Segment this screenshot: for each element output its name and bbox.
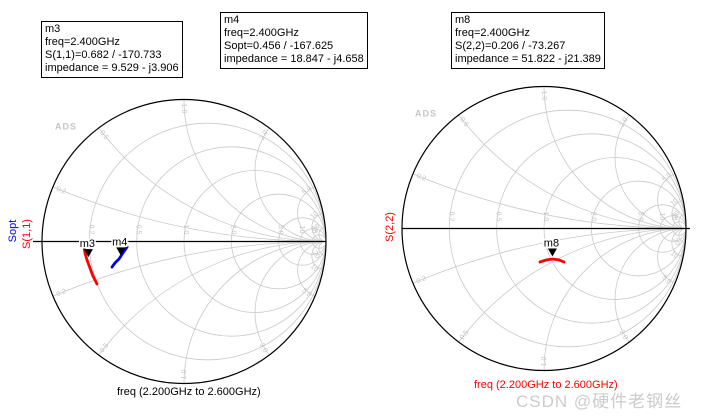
grid-label-res: 0.5	[495, 212, 502, 222]
grid-label-react: 0.2	[416, 275, 428, 285]
grid-label-res: 0.2	[87, 225, 94, 235]
grid-label-react: 10	[309, 263, 320, 274]
trace-sopt	[110, 245, 129, 269]
marker-label: m4	[112, 236, 127, 248]
marker-freq: freq=2.400GHz	[224, 27, 299, 39]
grid-label-res: 5.0	[277, 225, 284, 235]
marker-readout-box-m3[interactable]: m3 freq=2.400GHz S(1,1)=0.682 / -170.733…	[41, 21, 183, 78]
smith-grid-labels: 0.2 0.2 0.2 0.5 0.5 0.5 1.0 1.0 1.0 2.0 2.0 2.0 5.0 5…	[415, 90, 682, 366]
marker-name: m4	[224, 14, 240, 26]
grid-label-react: 0.5	[98, 129, 110, 141]
marker-name: m3	[45, 23, 61, 35]
marker-readout-box-m4[interactable]: m4 freq=2.400GHz Sopt=0.456 / -167.625 i…	[220, 12, 368, 69]
grid-label-res: 2.0	[229, 225, 236, 235]
grid-label-react: 0.2	[56, 288, 68, 298]
grid-label-react: 0.5	[458, 116, 470, 128]
grid-label-react: 5.0	[660, 274, 672, 286]
grid-label-react: 1.0	[541, 356, 549, 366]
trace-s11	[82, 245, 99, 286]
trace-s22	[538, 257, 566, 264]
marker-label: m8	[544, 238, 559, 250]
grid-label-react: 2.0	[259, 129, 270, 141]
marker-m8[interactable]: m8	[542, 236, 561, 257]
grid-label-res: 0.5	[135, 225, 142, 235]
grid-label-res: 10	[658, 213, 665, 221]
marker-freq: freq=2.400GHz	[45, 36, 120, 48]
grid-label-react: 10	[669, 197, 680, 208]
grid-label-react: 2.0	[258, 342, 269, 354]
grid-label-res: 1.0	[182, 225, 189, 235]
ads-watermark: ADS	[415, 109, 437, 119]
marker-impedance: impedance = 9.529 - j3.906	[45, 62, 179, 74]
grid-label-res: 20	[670, 213, 677, 221]
grid-label-react: 2.0	[619, 116, 630, 128]
marker-triangle-icon	[83, 249, 93, 258]
grid-label-react: 20	[311, 250, 321, 260]
grid-label-react: 1.0	[540, 90, 548, 100]
grid-label-react: 5.0	[301, 185, 313, 197]
yaxis-label-s11: S(1,1)	[21, 219, 33, 249]
marker-name: m8	[455, 14, 471, 26]
marker-triangle-icon	[116, 247, 126, 256]
marker-freq: freq=2.400GHz	[455, 27, 530, 39]
marker-triangle-icon	[547, 248, 557, 257]
grid-label-react: 10	[309, 210, 320, 221]
grid-label-res: 5.0	[637, 212, 644, 222]
grid-label-react: 20	[672, 210, 682, 220]
marker-m4[interactable]: m4	[111, 235, 129, 256]
grid-label-react: 0.5	[459, 329, 471, 341]
grid-label-react: 20	[671, 237, 681, 247]
grid-label-react: 5.0	[661, 172, 673, 184]
ads-watermark: ADS	[55, 122, 77, 132]
grid-label-res: 20	[310, 226, 317, 234]
marker-readout-box-m8[interactable]: m8 freq=2.400GHz S(2,2)=0.206 / -73.267 …	[451, 12, 605, 69]
grid-label-react: 20	[312, 223, 322, 233]
marker-m3[interactable]: m3	[78, 237, 97, 258]
marker-impedance: impedance = 51.822 - j21.389	[455, 53, 601, 65]
grid-label-react: 1.0	[180, 103, 188, 113]
freq-range-label-left: freq (2.200GHz to 2.600GHz)	[117, 386, 261, 398]
marker-value: S(1,1)=0.682 / -170.733	[45, 49, 162, 61]
grid-label-res: 0.2	[447, 212, 454, 222]
grid-label-react: 0.2	[55, 186, 67, 196]
marker-value: S(2,2)=0.206 / -73.267	[455, 40, 566, 52]
grid-label-react: 10	[669, 250, 680, 261]
grid-label-res: 2.0	[589, 212, 596, 222]
marker-label: m3	[80, 238, 95, 250]
yaxis-label-s22: S(2,2)	[384, 212, 396, 242]
grid-label-react: 5.0	[300, 287, 312, 299]
freq-range-label-right: freq (2.200GHz to 2.600GHz)	[474, 379, 618, 391]
csdn-watermark: CSDN @硬件老钢丝	[516, 392, 683, 411]
yaxis-label-sopt: Sopt	[7, 219, 19, 243]
grid-label-res: 1.0	[542, 212, 549, 222]
smith-grid-labels: 0.2 0.2 0.2 0.5 0.5 0.5 1.0 1.0 1.0 2.0 2.0 2.0 5.0 5…	[55, 103, 322, 379]
grid-label-react: 2.0	[618, 329, 629, 341]
grid-label-react: 0.2	[415, 173, 427, 183]
marker-value: Sopt=0.456 / -167.625	[224, 40, 334, 52]
grid-label-res: 10	[298, 226, 305, 234]
grid-label-react: 0.5	[99, 342, 111, 354]
marker-impedance: impedance = 18.847 - j4.658	[224, 53, 364, 65]
grid-label-react: 1.0	[181, 369, 189, 379]
